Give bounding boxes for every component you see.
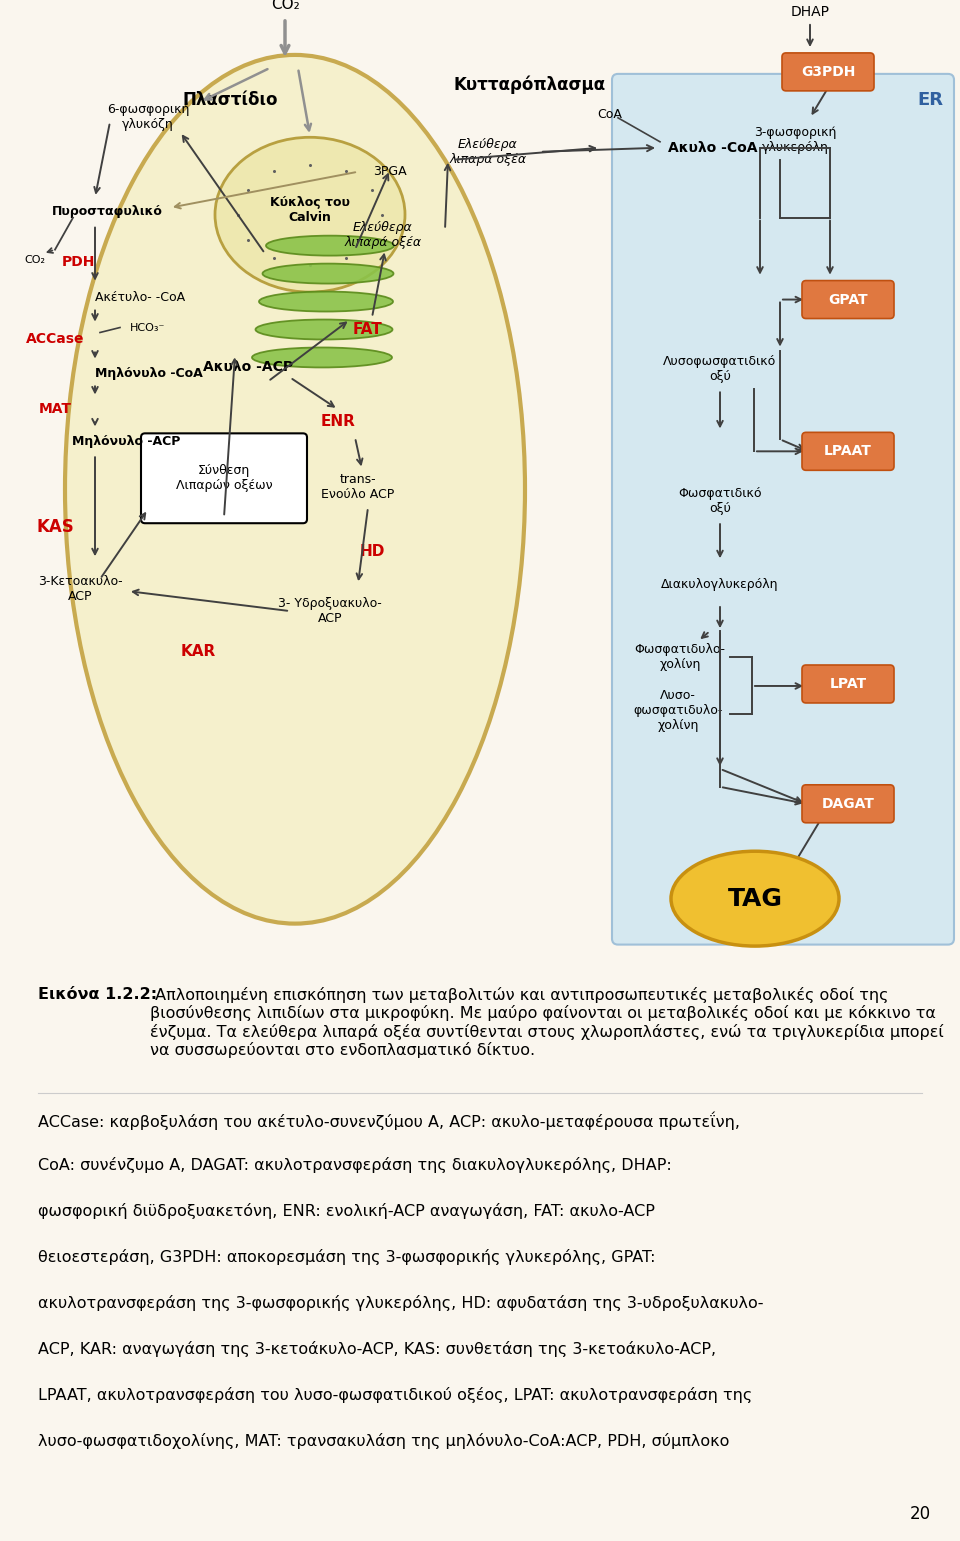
Ellipse shape	[255, 319, 393, 339]
Text: KAS: KAS	[36, 518, 74, 536]
Text: G3PDH: G3PDH	[801, 65, 855, 79]
Text: CO₂: CO₂	[25, 254, 45, 265]
Text: Ελεύθερα
λιπαρά οξέα: Ελεύθερα λιπαρά οξέα	[449, 137, 527, 166]
Text: Διακυλογλυκερόλη: Διακυλογλυκερόλη	[661, 578, 779, 590]
Text: Κυτταρόπλασμα: Κυτταρόπλασμα	[454, 76, 606, 94]
Ellipse shape	[65, 55, 525, 923]
Text: FAT: FAT	[353, 322, 383, 337]
Text: CoA: CoA	[597, 108, 622, 122]
Text: Ακυλο -ACP: Ακυλο -ACP	[203, 361, 293, 374]
Text: GPAT: GPAT	[828, 293, 868, 307]
Text: 3PGA: 3PGA	[373, 165, 407, 179]
FancyBboxPatch shape	[802, 666, 894, 703]
Text: HD: HD	[359, 544, 385, 559]
Ellipse shape	[215, 137, 405, 293]
Text: Απλοποιημένη επισκόπηση των μεταβολιτών και αντιπροσωπευτικές μεταβολικές οδοί τ: Απλοποιημένη επισκόπηση των μεταβολιτών …	[150, 986, 944, 1059]
Text: PDH: PDH	[61, 254, 95, 268]
Text: Ακυλο -CoA: Ακυλο -CoA	[668, 140, 757, 154]
FancyBboxPatch shape	[782, 52, 874, 91]
Text: LPAAT, ακυλοτρανσφεράση του λυσο-φωσφατιδικού οξέος, LPAT: ακυλοτρανσφεράση της: LPAAT, ακυλοτρανσφεράση του λυσο-φωσφατι…	[38, 1387, 753, 1404]
Text: DHAP: DHAP	[790, 5, 829, 18]
FancyBboxPatch shape	[802, 280, 894, 319]
Text: ER: ER	[917, 91, 943, 109]
Ellipse shape	[671, 851, 839, 946]
Text: MAT: MAT	[38, 402, 71, 416]
Text: trans-
Ενούλο ACP: trans- Ενούλο ACP	[322, 473, 395, 501]
Text: ACCase: καρβοξυλάση του ακέτυλο-συνενζύμου Α, ACP: ακυλο-μεταφέρουσα πρωτεΐνη,: ACCase: καρβοξυλάση του ακέτυλο-συνενζύμ…	[38, 1111, 740, 1130]
Ellipse shape	[252, 347, 392, 367]
FancyBboxPatch shape	[802, 784, 894, 823]
Text: Πυροσταφυλικό: Πυροσταφυλικό	[52, 205, 163, 219]
Text: 20: 20	[909, 1506, 930, 1523]
FancyBboxPatch shape	[802, 433, 894, 470]
Text: CoA: συνένζυμο Α, DAGAT: ακυλοτρανσφεράση της διακυλογλυκερόλης, DHAP:: CoA: συνένζυμο Α, DAGAT: ακυλοτρανσφεράσ…	[38, 1157, 672, 1173]
Text: ακυλοτρανσφεράση της 3-φωσφορικής γλυκερόλης, HD: αφυδατάση της 3-υδροξυλακυλο-: ακυλοτρανσφεράση της 3-φωσφορικής γλυκερ…	[38, 1296, 763, 1311]
Text: Ελεύθερα
λιπαρά οξέα: Ελεύθερα λιπαρά οξέα	[345, 220, 421, 248]
Text: Κύκλος του
Calvin: Κύκλος του Calvin	[270, 196, 350, 223]
Text: 6-φωσφορική
γλυκόζη: 6-φωσφορική γλυκόζη	[107, 103, 189, 131]
Ellipse shape	[259, 291, 393, 311]
FancyBboxPatch shape	[612, 74, 954, 945]
Text: Μηλόνυλο -ACP: Μηλόνυλο -ACP	[72, 435, 180, 448]
Text: Ακέτυλο- -CoA: Ακέτυλο- -CoA	[95, 291, 185, 304]
FancyBboxPatch shape	[141, 433, 307, 524]
Text: Σύνθεση
Λιπαρών οξέων: Σύνθεση Λιπαρών οξέων	[176, 464, 273, 492]
Text: 3-Κετοακυλο-
ACP: 3-Κετοακυλο- ACP	[37, 575, 122, 603]
Text: θειοεστεράση, G3PDH: αποκορεσμάση της 3-φωσφορικής γλυκερόλης, GPAT:: θειοεστεράση, G3PDH: αποκορεσμάση της 3-…	[38, 1250, 656, 1265]
Text: 3-φωσφορική
γλυκερόλη: 3-φωσφορική γλυκερόλη	[754, 126, 836, 154]
Text: Πλαστίδιο: Πλαστίδιο	[182, 91, 277, 109]
Text: Εικόνα 1.2.2:: Εικόνα 1.2.2:	[38, 986, 157, 1002]
Text: CO₂: CO₂	[271, 0, 300, 12]
Text: LPAAT: LPAAT	[824, 444, 872, 458]
Text: LPAT: LPAT	[829, 676, 867, 690]
Text: KAR: KAR	[180, 644, 216, 658]
Text: λυσο-φωσφατιδοχολίνης, MAT: τρανσακυλάση της μηλόνυλο-CoA:ACP, PDH, σύμπλοκο: λυσο-φωσφατιδοχολίνης, MAT: τρανσακυλάση…	[38, 1433, 730, 1449]
Text: Φωσφατιδικό
οξύ: Φωσφατιδικό οξύ	[679, 487, 761, 515]
Text: Λυσοφωσφατιδικό
οξύ: Λυσοφωσφατιδικό οξύ	[663, 356, 777, 384]
Text: Μηλόνυλο -CoA: Μηλόνυλο -CoA	[95, 367, 203, 381]
Text: ENR: ENR	[321, 415, 355, 428]
Text: ACCase: ACCase	[26, 333, 84, 347]
Text: Φωσφατιδυλο-
χολίνη: Φωσφατιδυλο- χολίνη	[635, 643, 726, 670]
Text: Λυσο-
φωσφατιδυλο-
χολίνη: Λυσο- φωσφατιδυλο- χολίνη	[634, 689, 723, 732]
Text: ACP, KAR: αναγωγάση της 3-κετοάκυλο-ACP, KAS: συνθετάση της 3-κετοάκυλο-ACP,: ACP, KAR: αναγωγάση της 3-κετοάκυλο-ACP,…	[38, 1341, 716, 1358]
Ellipse shape	[262, 264, 394, 284]
Text: 3- Υδροξυακυλο-
ACP: 3- Υδροξυακυλο- ACP	[278, 596, 382, 626]
Ellipse shape	[266, 236, 394, 256]
Text: TAG: TAG	[728, 886, 782, 911]
Text: DAGAT: DAGAT	[822, 797, 875, 811]
Text: HCO₃⁻: HCO₃⁻	[131, 322, 166, 333]
Text: φωσφορική διϋδροξυακετόνη, ENR: ενολική-ACP αναγωγάση, FAT: ακυλο-ACP: φωσφορική διϋδροξυακετόνη, ENR: ενολική-…	[38, 1204, 655, 1219]
